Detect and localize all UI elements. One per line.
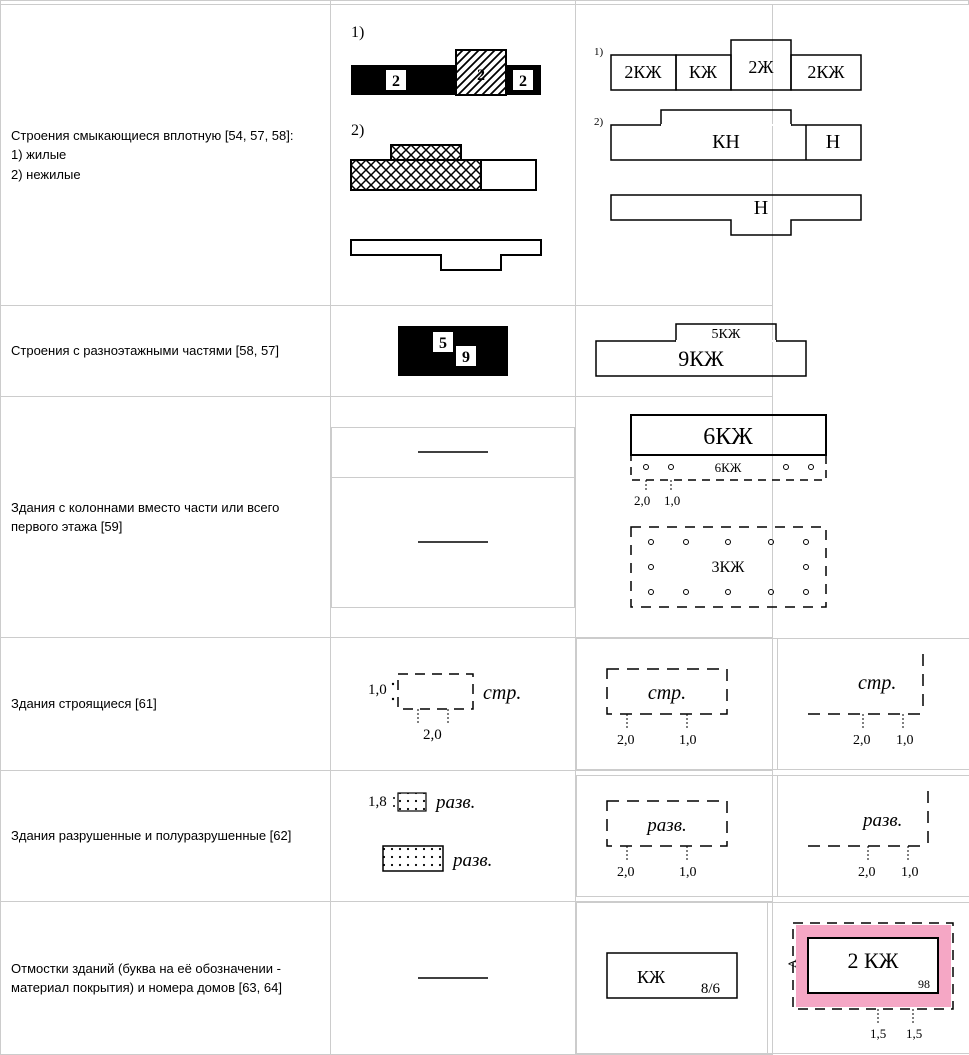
row-columns: Здания с колоннами вместо части или всег… — [1, 397, 969, 638]
desc-line: Здания разрушенные и полуразрушенные [62… — [11, 828, 291, 843]
row-under-construction: Здания строящиеся [61] 1,0 стр. 2,0 стр.… — [1, 638, 969, 771]
label: разв. — [451, 850, 492, 871]
desc-line: 2) нежилые — [11, 167, 81, 182]
cell-label: 2КЖ — [807, 62, 845, 82]
cell-label: 2Ж — [748, 57, 774, 77]
symbol-cell: КЖ 8/6 2 КЖ 98 А 1,5 1,5 — [576, 902, 773, 1055]
svg-text:1): 1) — [594, 46, 604, 58]
label: 6КЖ — [703, 424, 753, 450]
label: разв. — [645, 815, 686, 836]
desc-cell: Строения с разноэтажными частями [58, 57… — [1, 306, 331, 397]
symbol-cell: стр. 2,0 1,0 стр. 2,0 1,0 — [576, 638, 773, 771]
symbol-cell: 1) 2 2 2 — [331, 5, 576, 306]
num: 98 — [918, 977, 930, 991]
num-label: 1) — [351, 24, 364, 41]
label: 9КЖ — [678, 346, 724, 371]
desc-cell: Здания с колоннами вместо части или всег… — [1, 397, 331, 638]
dim: 2,0 — [858, 865, 876, 880]
label: стр. — [483, 682, 521, 704]
svg-text:2): 2) — [351, 122, 364, 139]
label: 3КЖ — [711, 559, 745, 576]
symbol-cell — [331, 902, 576, 1055]
label: 6КЖ — [715, 460, 742, 475]
symbol-cell: 1) 2КЖ КЖ 2Ж 2КЖ 2) КН Н — [576, 5, 773, 306]
cell-label: КЖ — [689, 62, 718, 82]
dim: 1,5 — [870, 1026, 886, 1041]
label: стр. — [858, 672, 896, 694]
desc-cell: Здания строящиеся [61] — [1, 638, 331, 771]
adjoining-svg-2: 1) 2КЖ КЖ 2Ж 2КЖ 2) КН Н — [586, 15, 926, 295]
dim: 1,0 — [679, 733, 697, 748]
cell-label: Н — [754, 197, 768, 219]
svg-text:2): 2) — [594, 116, 604, 128]
label: 2 КЖ — [848, 948, 899, 973]
adjoining-svg-1: 1) 2 2 2 — [341, 15, 566, 295]
dim: 1,0 — [901, 865, 919, 880]
side-label: А — [785, 959, 799, 968]
desc-line: 1) жилые — [11, 147, 66, 162]
symbol-cell: 1,8 разв. разв. — [331, 771, 576, 902]
row-multistorey: Строения с разноэтажными частями [58, 57… — [1, 306, 969, 397]
desc-line: Здания строящиеся [61] — [11, 696, 157, 711]
label: КЖ — [637, 967, 666, 987]
desc-cell: Строения смыкающиеся вплотную [54, 57, 5… — [1, 5, 331, 306]
dim: 2,0 — [617, 733, 635, 748]
symbol-cell — [331, 397, 576, 638]
desc-cell: Здания разрушенные и полуразрушенные [62… — [1, 771, 331, 902]
dim: 2,0 — [617, 865, 635, 880]
symbols-table: Строения смыкающиеся вплотную [54, 57, 5… — [0, 0, 969, 1055]
dim: 1,0 — [896, 733, 914, 748]
dim: 2,0 — [853, 733, 871, 748]
cell-label: КН — [712, 131, 740, 153]
dim: 1,0 — [664, 493, 680, 508]
dim: 1,5 — [906, 1026, 922, 1041]
cell-label: 2КЖ — [624, 62, 662, 82]
desc-cell: Отмостки зданий (буква на её обозначении… — [1, 902, 331, 1055]
floor-num: 5 — [439, 335, 447, 352]
badge: 2 — [392, 73, 400, 90]
symbol-cell: 6КЖ 6КЖ 2,0 1,0 3КЖ — [576, 397, 773, 638]
desc-line: Отмостки зданий (буква на её обозначении… — [11, 961, 282, 996]
label: разв. — [861, 810, 902, 831]
symbol-cell: 5КЖ 9КЖ — [576, 306, 773, 397]
symbol-cell: разв. 2,0 1,0 разв. 2,0 1,0 — [576, 771, 773, 902]
dim: 1,0 — [679, 865, 697, 880]
label: разв. — [434, 792, 475, 813]
row-blind-area: Отмостки зданий (буква на её обозначении… — [1, 902, 969, 1055]
svg-text:2: 2 — [477, 67, 485, 84]
num: 8/6 — [701, 981, 721, 997]
cell-label: Н — [826, 131, 840, 153]
row-adjoining-buildings: Строения смыкающиеся вплотную [54, 57, 5… — [1, 5, 969, 306]
dim: 2,0 — [423, 727, 442, 743]
svg-text:1,8: 1,8 — [368, 794, 387, 810]
symbol-cell: 1,0 стр. 2,0 — [331, 638, 576, 771]
svg-text:1,0: 1,0 — [368, 682, 387, 698]
row-destroyed: Здания разрушенные и полуразрушенные [62… — [1, 771, 969, 902]
desc-line: Строения с разноэтажными частями [58, 57… — [11, 343, 279, 358]
desc-line: Здания с колоннами вместо части или всег… — [11, 500, 279, 535]
floor-num: 9 — [462, 349, 470, 366]
label: стр. — [648, 682, 686, 704]
desc-line: Строения смыкающиеся вплотную [54, 57, 5… — [11, 128, 293, 143]
symbol-cell: 5 9 — [331, 306, 576, 397]
svg-text:2: 2 — [519, 73, 527, 90]
dim: 2,0 — [634, 493, 650, 508]
label: 5КЖ — [712, 327, 741, 342]
